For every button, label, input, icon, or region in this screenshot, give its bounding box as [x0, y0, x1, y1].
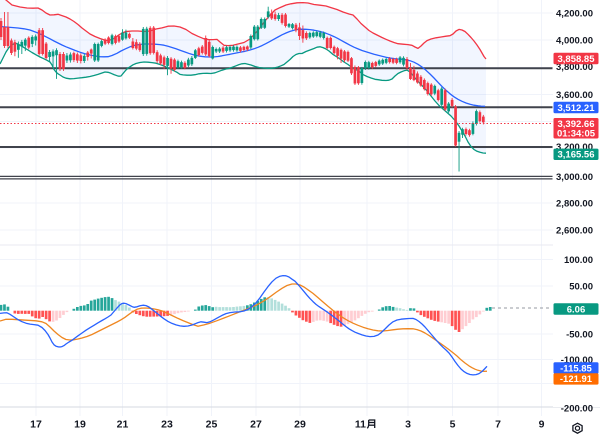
- svg-text:100.00: 100.00: [564, 255, 593, 266]
- svg-text:9: 9: [539, 419, 545, 431]
- svg-text:5: 5: [450, 419, 456, 431]
- svg-text:2,600.00: 2,600.00: [556, 225, 593, 236]
- svg-text:19: 19: [74, 419, 86, 431]
- svg-text:-115.85: -115.85: [560, 363, 592, 374]
- svg-text:3: 3: [405, 419, 411, 431]
- svg-text:25: 25: [206, 419, 218, 431]
- svg-text:-121.91: -121.91: [560, 374, 593, 385]
- svg-text:29: 29: [294, 419, 306, 431]
- svg-text:11: 11: [355, 419, 366, 431]
- svg-text:4,000.00: 4,000.00: [556, 35, 593, 46]
- svg-text:3,600.00: 3,600.00: [556, 90, 593, 101]
- svg-text:3,000.00: 3,000.00: [556, 172, 593, 183]
- svg-text:2,800.00: 2,800.00: [556, 198, 593, 209]
- svg-text:3,392.66: 3,392.66: [558, 119, 595, 130]
- svg-text:01:34:05: 01:34:05: [557, 128, 596, 139]
- svg-text:3,800.00: 3,800.00: [556, 62, 593, 73]
- svg-text:3,512.21: 3,512.21: [558, 103, 596, 114]
- svg-text:23: 23: [161, 419, 173, 431]
- svg-text:-200.00: -200.00: [561, 403, 593, 414]
- svg-text:6.06: 6.06: [567, 304, 586, 315]
- svg-text:7: 7: [495, 419, 501, 431]
- svg-text:50.00: 50.00: [569, 281, 593, 292]
- svg-text:3,858.85: 3,858.85: [558, 54, 596, 65]
- svg-text:3,165.56: 3,165.56: [558, 150, 595, 161]
- svg-text:27: 27: [250, 419, 262, 431]
- svg-text:17: 17: [30, 419, 42, 431]
- svg-text:-100.00: -100.00: [561, 355, 593, 366]
- svg-text:-50.00: -50.00: [566, 329, 593, 340]
- svg-text:4,200.00: 4,200.00: [556, 8, 593, 19]
- svg-text:3,200.00: 3,200.00: [556, 142, 593, 153]
- svg-text:21: 21: [117, 419, 129, 431]
